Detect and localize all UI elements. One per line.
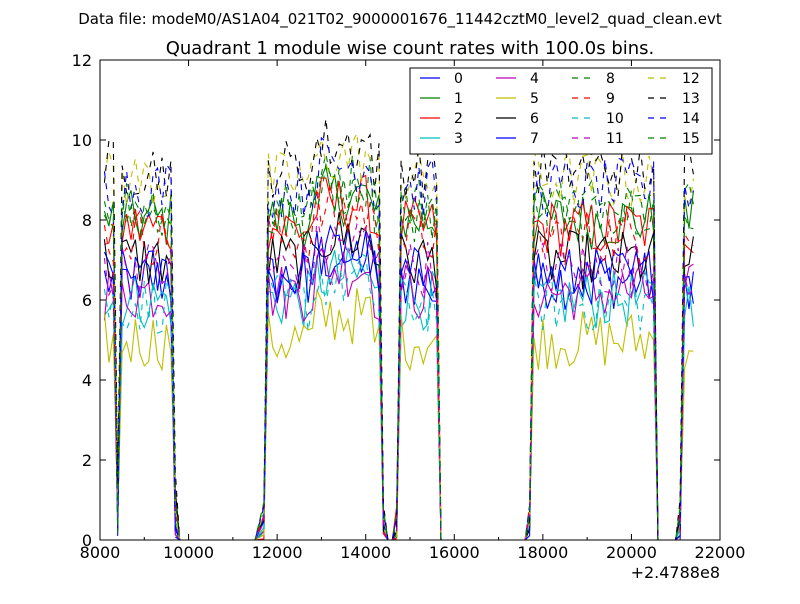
legend-label-6: 6 xyxy=(530,111,539,127)
series-line-14 xyxy=(103,136,694,541)
legend-label-1: 1 xyxy=(454,91,463,107)
legend-label-3: 3 xyxy=(454,131,463,147)
plot-area: 8000 10000 12000 14000 16000 18000 20000 22000 0… xyxy=(72,51,746,562)
x-tick-label: 14000 xyxy=(340,543,391,562)
x-tick-label: 18000 xyxy=(517,543,568,562)
legend-label-15: 15 xyxy=(682,131,700,147)
series-line-12 xyxy=(103,131,694,541)
x-tick-label: 20000 xyxy=(606,543,657,562)
y-tick-label: 10 xyxy=(72,131,92,150)
x-tick-label: 22000 xyxy=(695,543,746,562)
legend-label-2: 2 xyxy=(454,111,463,127)
x-tick-label: 16000 xyxy=(429,543,480,562)
legend-label-8: 8 xyxy=(606,71,615,87)
y-tick-label: 2 xyxy=(82,451,92,470)
legend-box xyxy=(409,67,713,155)
legend-label-11: 11 xyxy=(606,131,624,147)
y-tick-label: 4 xyxy=(82,371,92,390)
legend-label-12: 12 xyxy=(682,71,700,87)
data-file-header: Data file: modeM0/AS1A04_021T02_90000016… xyxy=(78,10,722,29)
chart-title: Quadrant 1 module wise count rates with … xyxy=(166,38,655,59)
x-tick-label: 10000 xyxy=(163,543,214,562)
legend-label-10: 10 xyxy=(606,111,624,127)
x-tick-label: 12000 xyxy=(252,543,303,562)
legend-label-4: 4 xyxy=(530,71,539,87)
series-line-15 xyxy=(103,162,694,541)
y-tick-label: 8 xyxy=(82,211,92,230)
legend-label-9: 9 xyxy=(606,91,615,107)
y-tick-label: 0 xyxy=(82,531,92,550)
y-tick-label: 6 xyxy=(82,291,92,310)
legend-label-14: 14 xyxy=(682,111,700,127)
y-tick-label: 12 xyxy=(72,51,92,70)
x-offset-label: +2.4788e8 xyxy=(631,563,720,582)
legend-label-5: 5 xyxy=(530,91,539,107)
legend-label-7: 7 xyxy=(530,131,539,147)
series-line-8 xyxy=(103,153,694,541)
legend-label-13: 13 xyxy=(682,91,700,107)
legend-label-0: 0 xyxy=(454,71,463,87)
x-tick-label: 8000 xyxy=(80,543,121,562)
